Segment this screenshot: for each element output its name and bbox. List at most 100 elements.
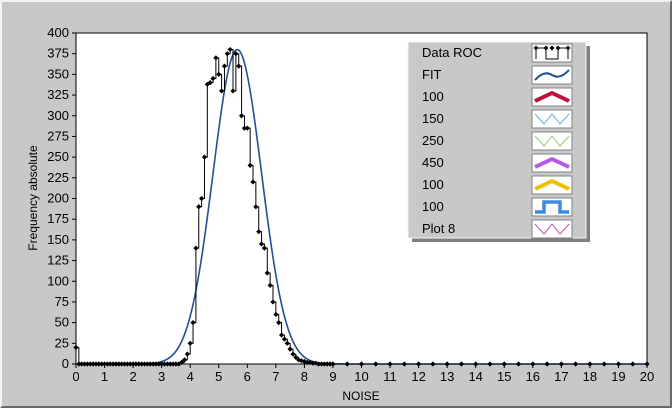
x-tick-label: 18 (583, 369, 597, 384)
data-roc-point (276, 320, 282, 326)
data-roc-point (515, 361, 522, 367)
data-roc-point (293, 354, 299, 360)
legend-label: 450 (422, 155, 444, 170)
legend-swatch (531, 87, 573, 107)
data-roc-point (193, 245, 199, 251)
data-roc-point (130, 361, 136, 367)
y-tick-label: 200 (47, 191, 69, 206)
y-tick-label: 250 (47, 149, 69, 164)
data-roc-point (121, 361, 128, 367)
data-roc-point (236, 63, 242, 69)
data-roc-point (124, 361, 130, 367)
legend-swatch (531, 131, 573, 151)
data-roc-point (318, 361, 325, 367)
data-roc-point (170, 361, 176, 367)
y-tick-label: 75 (55, 294, 69, 309)
data-roc-point (81, 361, 88, 367)
data-roc-point (144, 361, 150, 367)
data-roc-point (644, 361, 650, 367)
data-roc-point (273, 311, 279, 317)
data-roc-point (113, 361, 119, 367)
legend-swatch-marker (549, 45, 555, 51)
legend-swatch-line (534, 69, 570, 81)
x-tick-label: 19 (611, 369, 625, 384)
x-tick-label: 20 (640, 369, 654, 384)
y-tick-label: 225 (47, 170, 69, 185)
data-roc-point (530, 361, 536, 367)
data-roc-point (196, 204, 202, 210)
y-tick-label: 400 (47, 25, 69, 40)
data-roc-point (179, 359, 185, 365)
data-roc-point (164, 361, 170, 367)
data-roc-point (219, 88, 225, 94)
y-tick-label: 0 (62, 356, 69, 371)
data-roc-point (401, 361, 407, 367)
x-tick-label: 16 (526, 369, 540, 384)
data-roc-point (73, 344, 79, 351)
x-tick-label: 9 (329, 369, 336, 384)
data-roc-point (167, 361, 173, 367)
data-roc-point (558, 361, 564, 367)
legend: Data ROC FIT 100 150 250 450 100 100 Plot 8 (407, 41, 590, 242)
x-tick-label: 12 (411, 369, 425, 384)
data-roc-point (473, 361, 479, 367)
data-roc-point (159, 361, 165, 367)
data-roc-point (304, 359, 310, 365)
data-roc-point (573, 361, 579, 367)
y-tick-label: 350 (47, 66, 69, 81)
x-tick-label: 2 (129, 369, 136, 384)
data-roc-point (316, 361, 322, 367)
data-roc-series (73, 46, 650, 367)
data-roc-point (210, 75, 216, 82)
data-roc-point (221, 63, 228, 69)
data-roc-point (173, 361, 179, 367)
data-roc-point (261, 245, 268, 251)
data-roc-point (227, 46, 233, 53)
legend-label: Data ROC (422, 45, 482, 60)
data-roc-point (90, 361, 96, 367)
y-tick-label: 100 (47, 273, 69, 288)
data-roc-point (330, 361, 336, 367)
data-roc-point (253, 204, 259, 210)
legend-label: 250 (422, 133, 444, 148)
data-roc-point (104, 361, 111, 367)
data-roc-point (101, 361, 108, 367)
x-tick-label: 11 (383, 369, 397, 384)
data-roc-point (213, 55, 219, 61)
data-roc-point (201, 154, 208, 160)
x-tick-label: 5 (215, 369, 222, 384)
data-roc-point (153, 361, 159, 367)
data-roc-point (241, 125, 248, 131)
data-roc-point (244, 125, 250, 131)
data-roc-point (87, 361, 93, 367)
data-roc-point (250, 179, 256, 185)
x-tick-label: 15 (497, 369, 511, 384)
legend-swatch (531, 109, 573, 129)
data-roc-point (136, 361, 142, 367)
y-tick-label: 125 (47, 253, 69, 268)
data-roc-point (321, 361, 327, 367)
x-tick-label: 3 (158, 369, 165, 384)
data-roc-point (199, 195, 205, 202)
data-roc-point (444, 361, 450, 367)
data-roc-point (501, 361, 507, 367)
legend-swatch-marker (555, 45, 561, 51)
data-roc-point (258, 241, 265, 247)
data-roc-point (141, 361, 148, 367)
y-tick-label: 25 (55, 335, 69, 350)
data-roc-point (430, 361, 436, 367)
data-roc-point (327, 361, 333, 367)
data-roc-point (287, 346, 293, 352)
data-roc-point (207, 80, 213, 86)
data-roc-point (358, 361, 365, 367)
data-roc-point (96, 361, 102, 367)
data-roc-point (278, 332, 285, 338)
data-roc-point (544, 361, 550, 367)
legend-swatch (531, 175, 573, 195)
legend-swatch-line (534, 91, 570, 103)
legend-swatch (531, 219, 573, 239)
legend-swatch-marker (533, 45, 539, 51)
data-roc-point (161, 361, 168, 367)
y-tick-label: 300 (47, 108, 69, 123)
